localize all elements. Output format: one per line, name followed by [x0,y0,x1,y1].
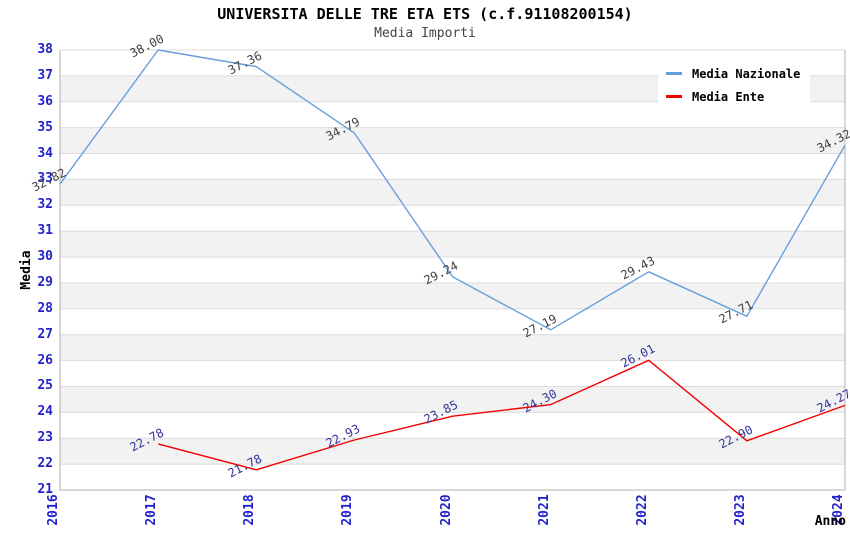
y-tick-label: 37 [37,67,53,83]
legend-label: Media Nazionale [692,66,801,81]
y-tick-label: 22 [37,456,53,472]
legend-line-swatch [666,95,682,98]
y-tick-label: 23 [37,430,53,446]
grid-band [60,179,845,206]
chart-title: UNIVERSITA DELLE TRE ETA ETS (c.f.911082… [217,5,633,23]
x-tick-label: 2023 [732,494,748,526]
grid-band [60,386,845,413]
grid-band [60,127,845,154]
x-tick-label: 2019 [340,494,356,526]
legend-item: Media Ente [666,85,800,108]
y-tick-label: 35 [37,119,53,135]
y-tick-label: 36 [37,93,53,109]
grid-band [60,205,845,232]
x-axis-title: Anno [814,514,846,529]
y-tick-label: 34 [37,145,53,161]
grid-band [60,231,845,258]
y-axis-title: Media [19,250,34,290]
y-tick-label: 38 [37,42,53,57]
legend-label: Media Ente [692,89,765,104]
grid-band [60,464,845,490]
legend-line-swatch [666,72,682,75]
x-tick-label: 2016 [46,494,61,526]
grid-band [60,282,845,309]
axis-frame [59,50,846,491]
y-tick-label: 27 [37,326,53,342]
x-tick-label: 2022 [634,494,650,526]
y-tick-label: 32 [37,197,53,213]
x-tick-label: 2017 [144,494,160,526]
y-tick-label: 21 [37,482,53,497]
x-tick-label: 2018 [242,494,258,526]
grid-band [60,360,845,387]
grid-band [60,334,845,361]
grid-band [60,308,845,335]
series-line-media-ente [157,359,846,471]
y-tick-label: 26 [37,352,53,368]
legend-item: Media Nazionale [666,62,800,85]
y-tick-label: 33 [37,171,53,187]
y-tick-label: 29 [37,274,53,290]
y-tick-label: 24 [37,404,53,420]
series-line-media-nazionale [59,49,846,331]
y-tick-label: 31 [37,223,53,239]
y-tick-label: 28 [37,300,53,316]
grid-band [60,257,845,283]
x-tick-label: 2020 [438,494,454,526]
grid-band [60,153,845,180]
legend: Media Nazionale Media Ente [658,55,811,113]
grid-band [60,438,845,465]
y-tick-label: 30 [37,249,53,265]
x-tick-label: 2021 [536,494,552,526]
y-tick-label: 25 [37,378,53,394]
chart-subtitle: Media Importi [374,26,476,41]
